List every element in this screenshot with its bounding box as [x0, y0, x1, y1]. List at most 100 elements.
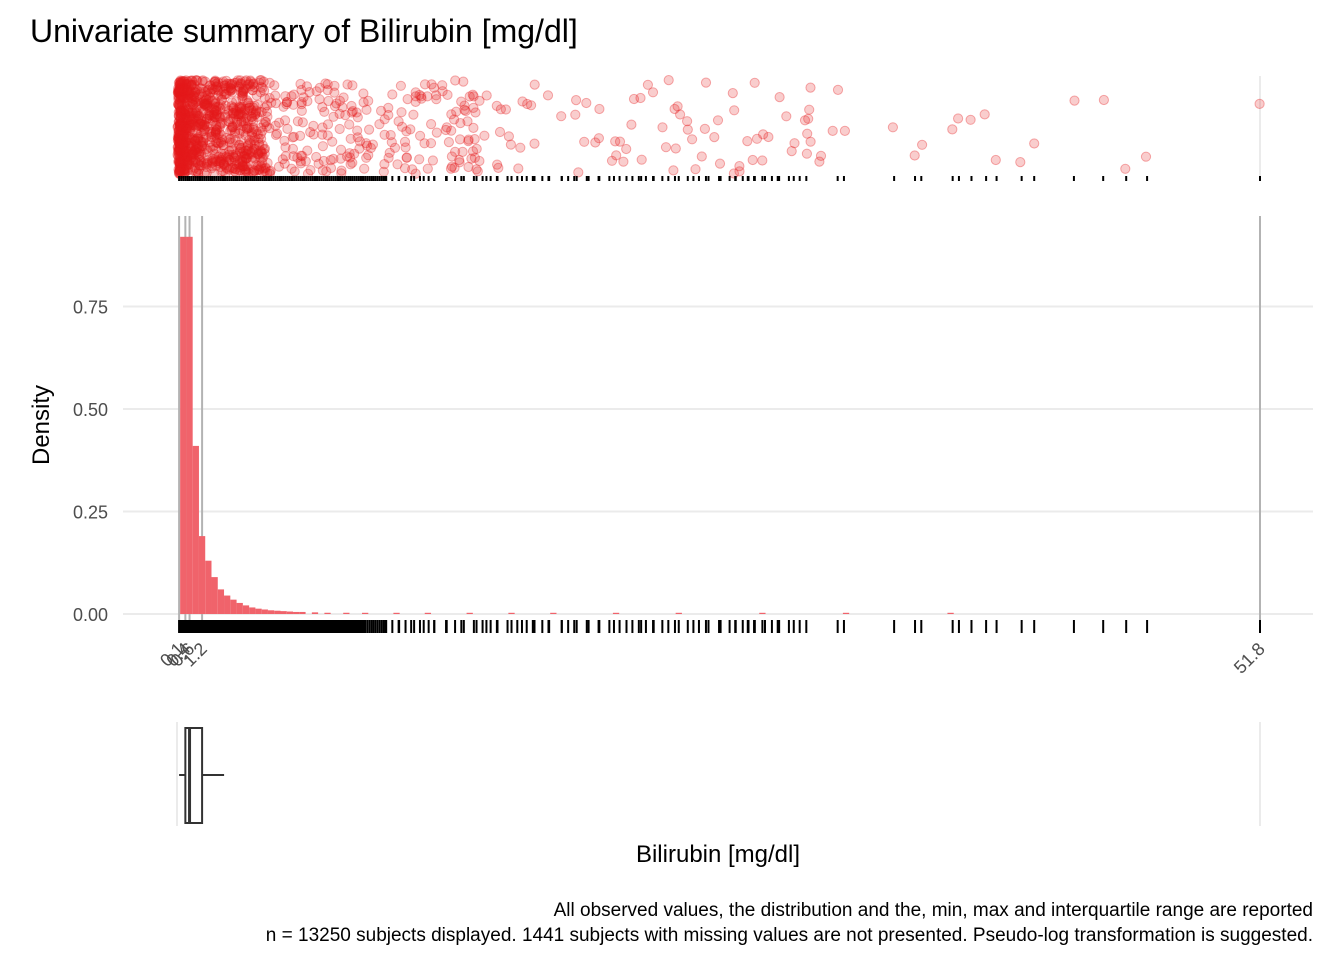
jitter-point: [251, 105, 262, 116]
jitter-point: [239, 148, 250, 159]
jitter-point: [675, 109, 686, 120]
jitter-point: [175, 155, 186, 166]
jitter-point: [194, 111, 205, 122]
histogram-bar: [299, 611, 306, 614]
jitter-point: [192, 75, 203, 86]
jitter-point: [183, 114, 194, 125]
jitter-point: [279, 135, 290, 146]
jitter-point: [204, 103, 215, 114]
jitter-point: [177, 92, 188, 103]
jitter-point: [175, 105, 186, 116]
jitter-point: [193, 158, 204, 169]
jitter-point: [234, 165, 245, 176]
jitter-point: [174, 165, 186, 176]
jitter-point: [176, 132, 187, 143]
jitter-point: [179, 126, 190, 137]
jitter-point: [201, 121, 212, 132]
jitter-point: [786, 146, 797, 157]
jitter-point: [233, 109, 244, 120]
jitter-point: [241, 75, 252, 86]
jitter-point: [174, 87, 185, 98]
jitter-point: [187, 76, 198, 87]
jitter-point: [614, 136, 626, 147]
jitter-point: [235, 107, 246, 118]
jitter-point: [175, 78, 186, 89]
histogram-bar: [311, 612, 319, 614]
jitter-point: [214, 111, 225, 122]
jitter-point: [234, 139, 245, 150]
jitter-point: [180, 123, 191, 134]
jitter-point: [246, 131, 257, 142]
jitter-point: [187, 114, 198, 125]
jitter-point: [295, 150, 307, 161]
jitter-point: [426, 79, 437, 90]
jitter-point: [187, 147, 198, 158]
jitter-point: [175, 92, 186, 104]
jitter-point: [182, 157, 193, 168]
jitter-point: [190, 97, 201, 108]
jitter-point: [437, 86, 448, 97]
jitter-point: [244, 134, 255, 145]
jitter-point: [175, 91, 186, 102]
jitter-point: [211, 121, 222, 132]
jitter-point: [280, 91, 291, 102]
jitter-point: [194, 118, 205, 130]
jitter-point: [184, 159, 195, 170]
jitter-point: [193, 133, 204, 145]
jitter-point: [193, 143, 204, 154]
jitter-point: [177, 139, 188, 150]
jitter-point: [260, 116, 272, 128]
jitter-point: [188, 90, 199, 101]
jitter-point: [224, 78, 235, 89]
jitter-point: [201, 161, 212, 173]
jitter-point: [175, 108, 186, 119]
jitter-point: [224, 137, 235, 148]
jitter-point: [172, 142, 183, 153]
jitter-point: [190, 87, 201, 98]
jitter-point: [209, 101, 220, 112]
jitter-point: [401, 152, 412, 163]
jitter-point: [218, 86, 229, 97]
jitter-point: [178, 84, 189, 95]
jitter-point: [479, 130, 490, 141]
jitter-point: [200, 98, 211, 109]
jitter-point: [178, 141, 189, 152]
jitter-point: [213, 138, 224, 149]
jitter-point: [175, 92, 186, 103]
jitter-point: [183, 120, 194, 131]
jitter-point: [251, 90, 262, 101]
jitter-point: [223, 116, 234, 128]
jitter-point: [175, 133, 187, 145]
jitter-point: [250, 153, 261, 164]
jitter-point: [176, 100, 187, 111]
jitter-point: [220, 104, 231, 115]
jitter-point: [260, 116, 271, 128]
jitter-point: [258, 163, 269, 174]
jitter-point: [191, 106, 202, 117]
jitter-point: [805, 82, 816, 93]
jitter-point: [179, 108, 190, 119]
jitter-point: [192, 133, 203, 144]
jitter-point: [175, 112, 186, 123]
jitter-point: [181, 123, 192, 134]
jitter-point: [361, 152, 372, 163]
jitter-point: [182, 115, 193, 126]
jitter-point: [178, 107, 189, 118]
jitter-point: [178, 130, 189, 141]
jitter-point: [178, 85, 189, 96]
jitter-point: [209, 84, 220, 95]
jitter-point: [346, 107, 357, 118]
jitter-point: [254, 77, 265, 88]
jitter-point: [174, 138, 185, 149]
jitter-point: [175, 90, 186, 101]
jitter-point: [174, 157, 185, 168]
jitter-point: [220, 151, 232, 162]
jitter-point: [210, 156, 221, 167]
jitter-point: [180, 108, 191, 119]
jitter-point: [186, 86, 197, 97]
jitter-point: [175, 85, 186, 96]
jitter-point: [247, 79, 259, 90]
jitter-point: [322, 79, 333, 90]
jitter-point: [178, 156, 189, 167]
jitter-point: [179, 76, 190, 87]
